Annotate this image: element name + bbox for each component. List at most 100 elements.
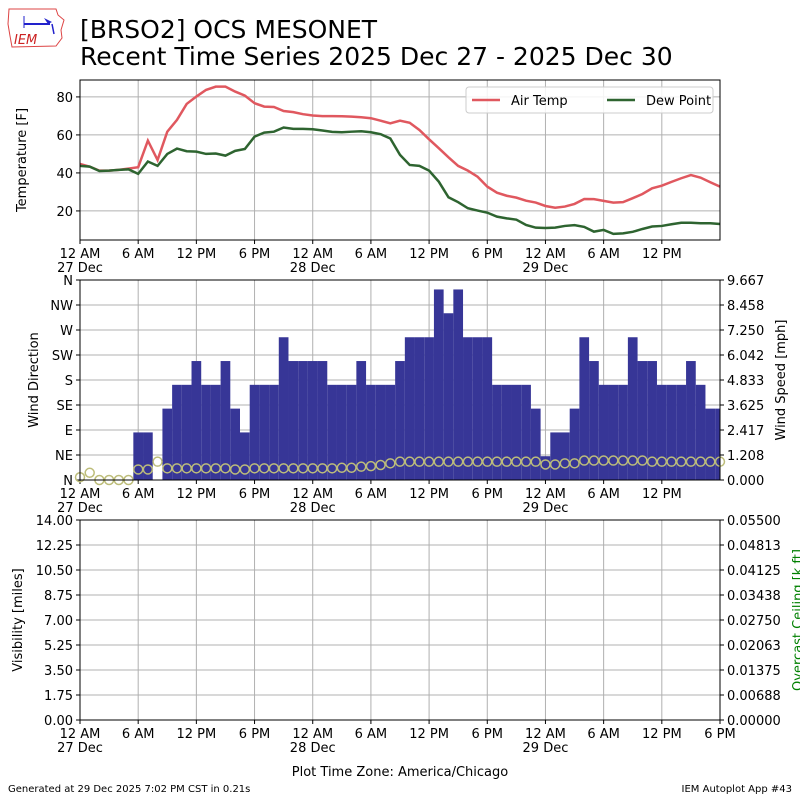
y-tick-label: 0.00 bbox=[44, 714, 73, 729]
plot-frame bbox=[79, 279, 721, 481]
wind-direction-point bbox=[685, 456, 697, 467]
x-tick-label: 6 AM bbox=[355, 247, 388, 262]
wind-direction-point bbox=[152, 456, 163, 467]
wind-speed-bar bbox=[298, 361, 308, 480]
x-tick-label: 12 AM bbox=[292, 247, 333, 262]
x-date-label: 28 Dec bbox=[290, 741, 336, 756]
wind-speed-bar bbox=[433, 289, 444, 480]
wind-speed-bar bbox=[172, 384, 182, 480]
wind-direction-point bbox=[200, 463, 212, 474]
x-date-label: 27 Dec bbox=[57, 261, 103, 276]
x-tick-label: 12 PM bbox=[409, 247, 449, 262]
wind-speed-bar bbox=[288, 361, 299, 480]
wind-speed-bar bbox=[366, 384, 376, 480]
wind-direction-point bbox=[171, 463, 183, 474]
x-tick-label: 12 AM bbox=[60, 727, 101, 742]
wind-speed-bar bbox=[143, 432, 153, 480]
wind-speed-bar bbox=[715, 408, 720, 480]
wind-speed-bar bbox=[482, 337, 493, 480]
y-right-tick-label: 0.000 bbox=[727, 474, 764, 489]
wind-speed-bar bbox=[307, 361, 318, 480]
wind-speed-bar bbox=[472, 337, 483, 480]
x-date-label: 27 Dec bbox=[57, 741, 103, 756]
legend-label: Air Temp bbox=[511, 94, 568, 109]
wind-speed-bar bbox=[210, 384, 221, 480]
wind-speed-bar bbox=[686, 361, 696, 480]
x-date-label: 29 Dec bbox=[523, 261, 569, 276]
wind-speed-bar bbox=[540, 456, 551, 480]
wind-direction-point bbox=[675, 456, 687, 467]
x-date-label: 27 Dec bbox=[57, 501, 103, 516]
wind-speed-bar bbox=[375, 384, 386, 480]
wind-direction-point bbox=[482, 456, 493, 467]
y-right-tick-label: 1.208 bbox=[727, 449, 764, 464]
wind-speed-bar bbox=[530, 408, 541, 480]
wind-speed-bar bbox=[560, 432, 570, 480]
wind-direction-point bbox=[268, 463, 280, 474]
wind-direction-point bbox=[288, 463, 299, 474]
wind-direction-point bbox=[84, 467, 95, 479]
wind-speed-bar bbox=[501, 384, 512, 480]
wind-speed-bar bbox=[278, 337, 289, 480]
x-tick-label: 12 PM bbox=[642, 727, 682, 742]
x-tick-label: 12 PM bbox=[642, 247, 682, 262]
wind-speed-bar bbox=[511, 384, 522, 480]
wind-direction-point bbox=[656, 456, 668, 467]
wind-direction-point bbox=[113, 474, 125, 486]
x-tick-label: 6 AM bbox=[587, 487, 620, 502]
y-tick-label: 60 bbox=[56, 129, 73, 144]
wind-direction-point bbox=[191, 463, 202, 474]
wind-direction-point bbox=[414, 456, 425, 467]
x-tick-label: 12 AM bbox=[525, 247, 566, 262]
wind-direction-point bbox=[404, 456, 415, 467]
wind-direction-point bbox=[491, 456, 503, 467]
x-tick-label: 6 AM bbox=[122, 247, 155, 262]
y-tick-label: 5.25 bbox=[44, 639, 73, 654]
x-tick-label: 6 AM bbox=[355, 487, 388, 502]
y-tick-label: NW bbox=[50, 299, 73, 314]
x-tick-label: 12 AM bbox=[525, 727, 566, 742]
wind-speed-bar bbox=[608, 384, 619, 480]
wind-speed-bar bbox=[162, 408, 173, 480]
wind-speed-bar bbox=[395, 361, 405, 480]
x-tick-label: 6 AM bbox=[122, 727, 155, 742]
wind-direction-point bbox=[346, 462, 357, 474]
wind-speed-bar bbox=[598, 384, 609, 480]
y-tick-label: 1.75 bbox=[44, 689, 73, 704]
y-right-tick-label: 7.250 bbox=[727, 324, 764, 339]
wind-direction-point bbox=[598, 455, 609, 466]
wind-direction-point bbox=[433, 456, 445, 467]
wind-direction-point bbox=[220, 463, 231, 474]
y-tick-label: 3.50 bbox=[44, 664, 73, 679]
wind-direction-point bbox=[103, 474, 115, 486]
y-right-tick-label: 0.02750 bbox=[727, 614, 781, 629]
wind-direction-point bbox=[94, 474, 105, 486]
wind-speed-bar bbox=[249, 384, 260, 480]
wind-speed-bar bbox=[579, 337, 590, 480]
x-tick-label: 6 PM bbox=[704, 727, 735, 742]
wind-speed-bar bbox=[656, 384, 667, 480]
x-tick-label: 6 AM bbox=[587, 727, 620, 742]
wind-speed-bar bbox=[346, 384, 357, 480]
wind-speed-bar bbox=[404, 337, 415, 480]
plot-frame bbox=[79, 79, 721, 241]
wind-speed-bar bbox=[414, 337, 425, 480]
y-axis-label: Wind Direction bbox=[27, 332, 42, 428]
x-tick-label: 6 PM bbox=[239, 247, 270, 262]
wind-speed-bar bbox=[356, 361, 367, 480]
legend bbox=[465, 86, 714, 114]
y-tick-label: 80 bbox=[56, 91, 73, 106]
wind-speed-bar bbox=[191, 361, 202, 480]
y-tick-label: 7.00 bbox=[44, 614, 73, 629]
y-tick-label: S bbox=[65, 374, 73, 389]
wind-speed-bar bbox=[627, 337, 638, 480]
wind-speed-bar bbox=[695, 384, 706, 480]
wind-speed-bar bbox=[492, 384, 502, 480]
wind-direction-point bbox=[549, 459, 561, 470]
series-line-dew-point bbox=[79, 126, 721, 236]
wind-direction-point bbox=[714, 456, 726, 467]
y-axis-label: Temperature [F] bbox=[15, 108, 30, 213]
y-right-tick-label: 0.01375 bbox=[727, 664, 781, 679]
wind-direction-point bbox=[520, 456, 532, 467]
legend-label: Dew Point bbox=[646, 94, 711, 109]
